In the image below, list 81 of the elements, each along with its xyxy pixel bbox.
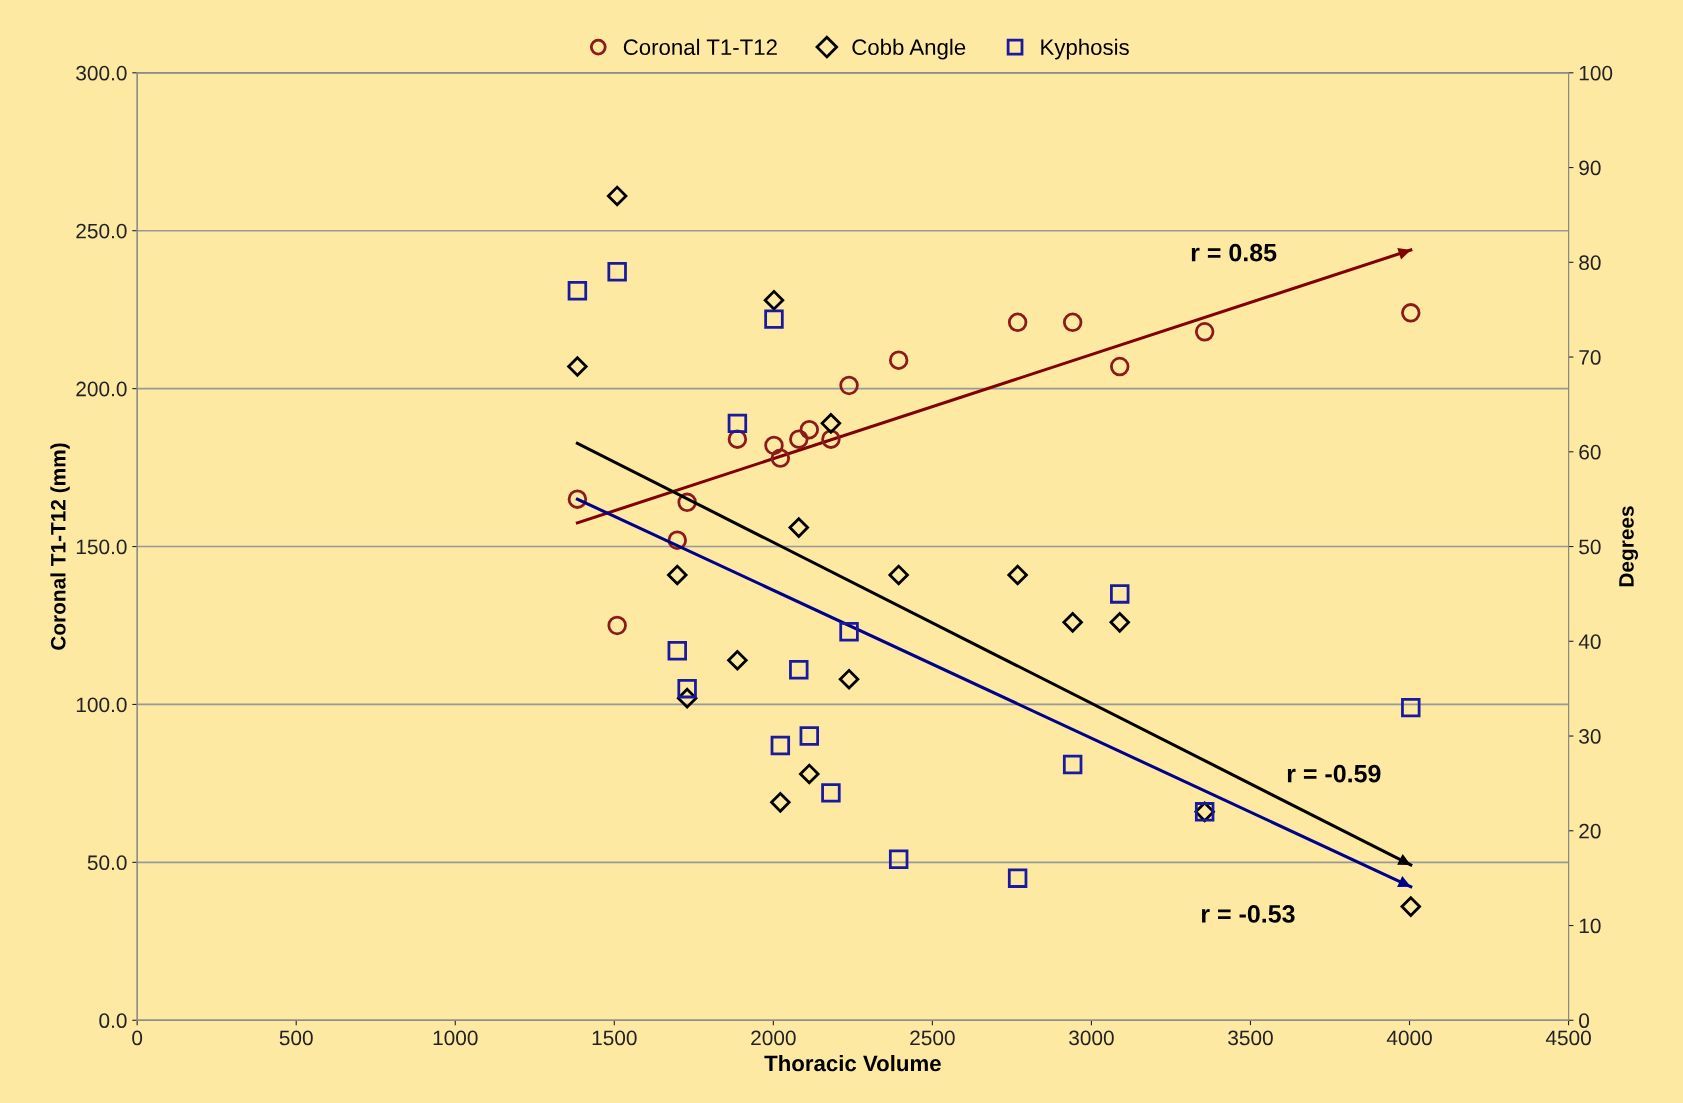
point [1062,612,1083,633]
point [567,489,588,509]
x-tick-label: 4000 [1386,1030,1432,1046]
y2-tick-label: 60 [1579,444,1601,460]
point [1194,322,1215,342]
point [789,659,809,680]
x-axis-title: Thoracic Volume [764,1054,941,1072]
annotation: r = -0.53 [1201,905,1295,923]
y2-tick-label: 10 [1579,918,1601,934]
point [770,448,791,468]
point [567,356,588,377]
y-tick-label: 250.0 [76,223,127,239]
point [667,641,687,661]
point [839,375,859,396]
point [764,309,784,329]
x-tick-label: 3500 [1228,1030,1273,1046]
x-tick-label: 3000 [1069,1030,1114,1046]
x-tick-label: 1500 [592,1030,637,1046]
point [821,783,841,803]
x-tick-label: 1000 [433,1030,478,1046]
y2-tick-label: 90 [1579,160,1601,176]
point [888,849,909,869]
point [607,262,627,282]
point [607,615,627,636]
point [1062,754,1083,775]
y-axis-title: Coronal T1-T12 (mm) [50,443,70,650]
x-tick-label: 500 [279,1030,313,1046]
y2-axis-title: Degrees [1619,506,1639,587]
point [764,435,784,456]
point [820,413,842,434]
x-tick-label: 0 [132,1030,143,1046]
y2-tick-label: 80 [1579,255,1601,271]
point [606,185,628,207]
point [888,564,909,586]
point [567,280,588,301]
point [1007,312,1028,333]
point [1062,312,1083,333]
point [770,792,791,813]
point [1007,868,1028,888]
point [770,735,791,756]
point [677,678,697,699]
point [667,564,688,586]
y-tick-label: 50.0 [87,855,127,871]
legend-label: Kyphosis [1041,38,1129,60]
x-tick-label: 4500 [1545,1030,1591,1046]
point [763,289,785,311]
point [1400,896,1422,917]
point [1401,697,1421,718]
y2-tick-label: 70 [1579,350,1601,365]
legend-label: Coronal T1-T12 [623,38,777,56]
y-tick-label: 150.0 [76,539,127,555]
point [799,419,820,440]
annotation: r = -0.59 [1287,764,1381,783]
y2-tick-label: 40 [1578,634,1601,650]
point [799,763,820,785]
y2-tick-label: 30 [1579,729,1601,744]
y2-tick-label: 0 [1579,1013,1590,1029]
point [788,517,810,538]
legend-label: Cobb Angle [852,38,966,60]
point [727,413,748,434]
x-tick-label: 2500 [910,1030,955,1046]
point [838,668,860,690]
point [1110,356,1130,377]
point [1401,303,1421,323]
point [1007,564,1028,586]
y-tick-label: 300.0 [76,65,127,81]
point [799,726,820,746]
point [727,650,748,671]
y-tick-label: 200.0 [76,381,127,397]
y2-tick-label: 50 [1579,539,1601,555]
point [1109,612,1130,633]
y-tick-label: 100.0 [76,697,127,713]
x-tick-label: 2000 [751,1030,796,1046]
y2-tick-label: 20 [1579,823,1601,839]
y2-tick-label: 100 [1579,65,1613,81]
point [839,622,859,642]
point [789,429,809,449]
point [1110,584,1130,604]
annotation: r = 0.85 [1191,243,1277,262]
point [888,350,909,370]
y-tick-label: 0.0 [99,1013,127,1029]
